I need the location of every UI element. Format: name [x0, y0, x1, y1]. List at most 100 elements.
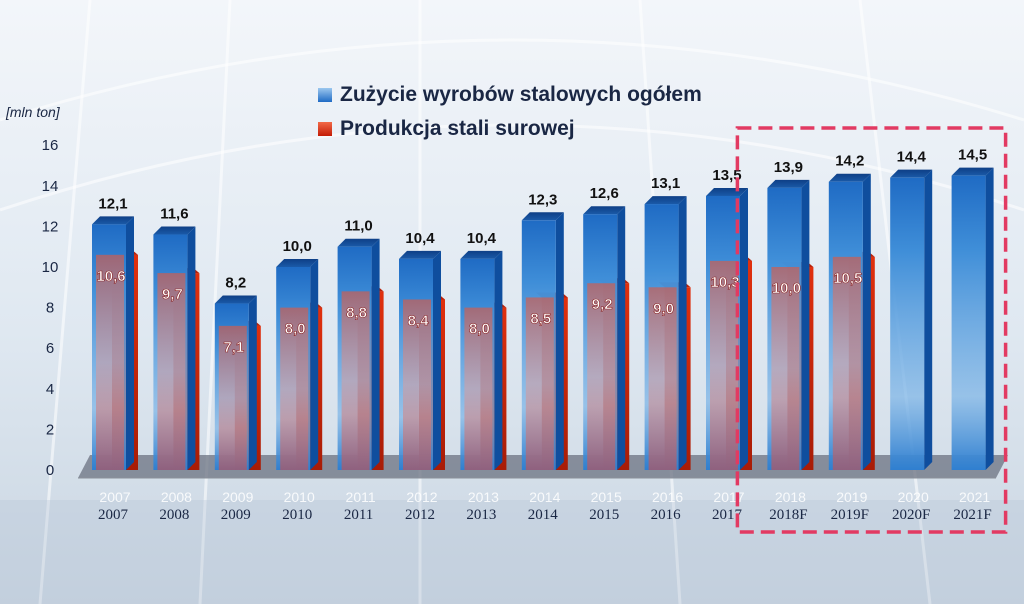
- y-tick-label: 6: [46, 340, 54, 357]
- legend-swatch-production: [318, 122, 332, 136]
- production-value-label: 8,8: [346, 304, 367, 321]
- x-tick-label: 2021F: [953, 507, 991, 523]
- consumption-bar-top: [399, 250, 441, 259]
- y-tick-label: 0: [46, 462, 54, 479]
- consumption-bar-top: [460, 250, 503, 259]
- production-bar: [218, 325, 247, 470]
- production-value-label: 8,0: [469, 321, 490, 338]
- consumption-value-label: 14,4: [897, 149, 927, 166]
- consumption-bar-top: [767, 179, 810, 188]
- production-bar: [648, 287, 677, 470]
- floor-year-label: 2014: [529, 489, 560, 505]
- x-tick-label: 2008: [159, 507, 189, 523]
- y-tick-label: 4: [46, 381, 54, 398]
- consumption-bar-side: [310, 259, 319, 470]
- x-tick-label: 2018F: [769, 507, 807, 523]
- x-tick-label: 2011: [344, 507, 373, 523]
- floor-year-label: 2020: [898, 489, 929, 505]
- consumption-bar-side: [862, 173, 871, 471]
- floor-year-label: 2013: [468, 489, 499, 505]
- consumption-bar-top: [828, 173, 871, 182]
- consumption-bar-side: [187, 226, 196, 470]
- consumption-bar-side: [617, 206, 626, 470]
- production-value-label: 7,1: [223, 339, 244, 356]
- consumption-value-label: 13,1: [651, 175, 680, 192]
- production-bar: [403, 299, 431, 470]
- floor-year-label: 2019: [836, 489, 867, 505]
- consumption-bar-top: [521, 212, 564, 221]
- production-bar: [832, 256, 861, 470]
- x-tick-label: 2020F: [892, 507, 930, 523]
- y-tick-label: 8: [46, 300, 54, 317]
- consumption-bar-side: [678, 196, 687, 470]
- production-bar: [525, 297, 554, 470]
- y-tick-label: 12: [42, 218, 59, 235]
- production-value-label: 10,0: [772, 280, 801, 297]
- x-tick-label: 2017: [712, 507, 743, 523]
- consumption-bar-top: [951, 167, 994, 176]
- consumption-value-label: 10,4: [467, 230, 497, 247]
- consumption-bar: [890, 177, 925, 470]
- production-bar: [710, 260, 738, 470]
- consumption-bar-side: [126, 216, 134, 470]
- consumption-value-label: 10,4: [405, 230, 435, 247]
- consumption-bar-top: [337, 238, 380, 247]
- floor-year-label: 2008: [161, 489, 192, 505]
- legend-label-production: Produkcja stali surowej: [340, 117, 575, 140]
- production-bar: [341, 291, 370, 470]
- production-bar: [96, 254, 124, 470]
- x-tick-label: 2013: [466, 507, 496, 523]
- floor-year-label: 2007: [99, 489, 130, 505]
- legend-item-consumption: Zużycie wyrobów stalowych ogółem: [318, 78, 702, 112]
- x-tick-label: 2016: [651, 507, 682, 523]
- production-value-label: 10,6: [96, 268, 125, 285]
- production-bar: [280, 307, 309, 470]
- consumption-value-label: 12,3: [528, 191, 557, 208]
- production-bar: [157, 273, 186, 470]
- floor-year-label: 2018: [775, 489, 806, 505]
- consumption-bar-top: [153, 226, 196, 235]
- floor-year-label: 2016: [652, 489, 683, 505]
- x-tick-label: 2019F: [831, 507, 869, 523]
- production-value-label: 8,5: [530, 310, 551, 327]
- consumption-bar-top: [890, 169, 933, 178]
- legend-item-production: Produkcja stali surowej: [318, 112, 702, 146]
- consumption-bar-side: [371, 238, 380, 470]
- consumption-value-label: 8,2: [225, 275, 246, 292]
- consumption-value-label: 14,5: [958, 147, 987, 164]
- consumption-value-label: 13,5: [712, 167, 741, 184]
- consumption-value-label: 12,6: [590, 185, 619, 202]
- consumption-bar-side: [248, 295, 257, 470]
- consumption-bar-side: [740, 187, 748, 470]
- x-tick-label: 2009: [221, 507, 251, 523]
- consumption-value-label: 11,6: [160, 206, 188, 223]
- consumption-bar-side: [801, 179, 810, 470]
- production-value-label: 9,2: [592, 296, 613, 313]
- consumption-value-label: 12,1: [98, 195, 127, 212]
- x-tick-label: 2007: [98, 507, 129, 523]
- consumption-bar-top: [644, 196, 687, 205]
- floor-year-label: 2010: [284, 489, 315, 505]
- consumption-bar: [951, 175, 986, 470]
- production-value-label: 10,5: [833, 270, 862, 287]
- floor-year-label: 2017: [713, 489, 744, 505]
- legend-swatch-consumption: [318, 88, 332, 102]
- floor-year-label: 2012: [406, 489, 437, 505]
- consumption-value-label: 11,0: [344, 218, 372, 235]
- production-value-label: 8,0: [285, 321, 306, 338]
- consumption-bar-side: [924, 169, 933, 470]
- consumption-bar-top: [276, 259, 319, 267]
- production-value-label: 9,0: [653, 300, 674, 317]
- production-bar: [771, 267, 800, 470]
- floor-year-label: 2009: [222, 489, 253, 505]
- y-tick-label: 10: [42, 259, 59, 276]
- consumption-bar-top: [214, 295, 257, 304]
- consumption-bar-top: [92, 216, 134, 225]
- consumption-bar-side: [494, 250, 503, 470]
- consumption-value-label: 10,0: [283, 238, 312, 255]
- y-axis-unit-label: [mln ton]: [6, 104, 60, 120]
- consumption-value-label: 13,9: [774, 159, 803, 176]
- consumption-bar-top: [583, 206, 626, 215]
- consumption-bar-side: [985, 167, 994, 470]
